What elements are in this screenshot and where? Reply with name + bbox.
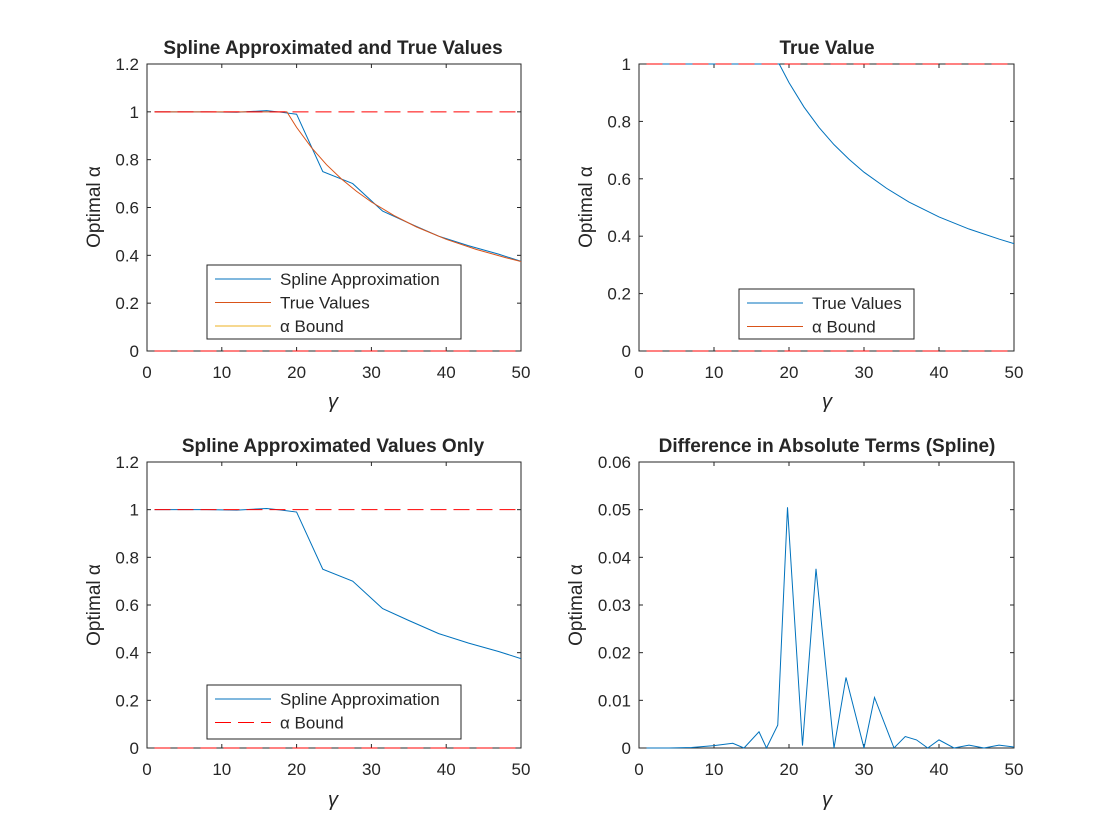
y-tick-label: 0 <box>622 739 631 758</box>
y-tick-label: 0.04 <box>598 548 631 567</box>
x-tick-label: 30 <box>362 760 381 779</box>
x-tick-label: 30 <box>855 760 874 779</box>
legend-label: Spline Approximation <box>280 270 440 289</box>
x-tick-label: 10 <box>212 760 231 779</box>
y-tick-label: 0.06 <box>598 453 631 472</box>
x-tick-label: 40 <box>930 363 949 382</box>
y-axis-label: Optimal α <box>84 564 105 646</box>
x-tick-label: 20 <box>780 760 799 779</box>
x-tick-label: 50 <box>512 363 531 382</box>
x-axis-label: γ <box>822 391 833 413</box>
subplot-absolute-difference: Difference in Absolute Terms (Spline) γ … <box>566 436 1023 811</box>
series-group <box>154 507 521 749</box>
x-axis-label: γ <box>328 789 339 811</box>
legend-label: α Bound <box>812 318 876 337</box>
y-tick-label: 0 <box>130 342 139 361</box>
y-tick-label: 0.8 <box>115 548 139 567</box>
x-tick-label: 10 <box>212 363 231 382</box>
y-tick-label: 0.2 <box>607 285 631 304</box>
y-axis-label: Optimal α <box>84 166 105 248</box>
y-tick-label: 0.2 <box>115 691 139 710</box>
chart-title: True Value <box>779 38 874 59</box>
y-tick-label: 0.03 <box>598 596 631 615</box>
x-tick-label: 0 <box>634 760 643 779</box>
y-tick-label: 0.4 <box>607 227 631 246</box>
legend: Spline Approximation α Bound <box>206 684 462 740</box>
series-line <box>646 507 1014 749</box>
x-tick-label: 0 <box>142 760 151 779</box>
x-axis-label: γ <box>822 789 833 811</box>
x-axis-label: γ <box>328 391 339 413</box>
y-tick-label: 0 <box>622 342 631 361</box>
y-tick-label: 1 <box>622 55 631 74</box>
y-tick-label: 1.2 <box>115 55 139 74</box>
series-group <box>646 507 1014 749</box>
legend: Spline Approximation True Values α Bound <box>206 264 462 340</box>
series-group <box>646 63 1014 352</box>
legend-box <box>738 288 915 340</box>
chart-title: Spline Approximated Values Only <box>182 436 485 457</box>
y-tick-label: 0.2 <box>115 294 139 313</box>
y-tick-label: 0.6 <box>607 170 631 189</box>
y-tick-label: 1.2 <box>115 453 139 472</box>
x-tick-label: 0 <box>634 363 643 382</box>
subplot-true-value: True Value γ Optimal α 0 10 20 30 40 50 0 0.2 0.… <box>576 38 1023 413</box>
x-tick-label: 10 <box>705 760 724 779</box>
subplot-spline-and-true-values: Spline Approximated and True Values γ Op… <box>84 38 530 413</box>
legend-box <box>206 684 462 740</box>
y-tick-label: 0.8 <box>607 112 631 131</box>
y-tick-label: 1 <box>130 501 139 520</box>
y-tick-label: 0 <box>130 739 139 758</box>
x-tick-label: 50 <box>512 760 531 779</box>
y-axis-label: Optimal α <box>566 564 587 646</box>
y-tick-label: 1 <box>130 103 139 122</box>
x-tick-label: 20 <box>287 760 306 779</box>
x-tick-label: 20 <box>780 363 799 382</box>
y-tick-label: 0.4 <box>115 246 139 265</box>
y-tick-label: 0.01 <box>598 691 631 710</box>
plot-area <box>638 461 1015 749</box>
x-tick-label: 20 <box>287 363 306 382</box>
y-tick-label: 0.05 <box>598 501 631 520</box>
x-tick-label: 50 <box>1005 363 1024 382</box>
y-tick-label: 0.8 <box>115 151 139 170</box>
legend: True Values α Bound <box>738 288 915 340</box>
x-tick-label: 50 <box>1005 760 1024 779</box>
chart-title: Difference in Absolute Terms (Spline) <box>659 436 996 457</box>
x-tick-label: 40 <box>930 760 949 779</box>
subplot-spline-values-only: Spline Approximated Values Only γ Optima… <box>84 436 530 811</box>
series-group <box>154 110 521 352</box>
y-tick-label: 0.6 <box>115 596 139 615</box>
x-tick-label: 40 <box>437 363 456 382</box>
y-axis-label: Optimal α <box>576 166 597 248</box>
y-tick-label: 0.4 <box>115 644 139 663</box>
legend-label: True Values <box>280 294 370 313</box>
series-line <box>154 507 521 660</box>
legend-label: α Bound <box>280 714 344 733</box>
chart-title: Spline Approximated and True Values <box>163 38 502 59</box>
x-tick-label: 40 <box>437 760 456 779</box>
legend-label: Spline Approximation <box>280 690 440 709</box>
legend-label: α Bound <box>280 317 344 336</box>
x-tick-label: 0 <box>142 363 151 382</box>
legend-label: True Values <box>812 294 902 313</box>
y-tick-label: 0.6 <box>115 199 139 218</box>
y-tick-label: 0.02 <box>598 644 631 663</box>
x-tick-label: 30 <box>855 363 874 382</box>
x-tick-label: 30 <box>362 363 381 382</box>
x-tick-label: 10 <box>705 363 724 382</box>
